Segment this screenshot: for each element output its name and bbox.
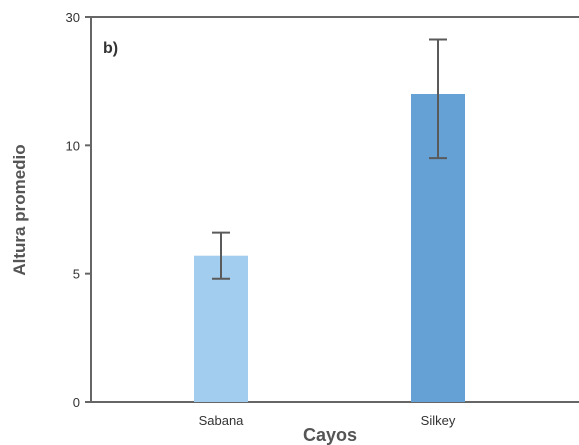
error-bar-silkey xyxy=(429,38,447,160)
y-axis-title: Altura promedio xyxy=(10,144,29,275)
error-bar-sabana xyxy=(212,231,230,280)
x-axis-title: Cayos xyxy=(303,425,357,445)
y-tick-label: 5 xyxy=(73,267,80,282)
y-tick-label: 30 xyxy=(66,10,80,25)
x-tick-label: Sabana xyxy=(199,413,245,428)
y-tick-label: 0 xyxy=(73,395,80,410)
y-tick-label: 10 xyxy=(66,138,80,153)
x-tick-label: Silkey xyxy=(421,413,456,428)
panel-label: b) xyxy=(103,40,118,57)
bar-sabana xyxy=(194,255,248,402)
